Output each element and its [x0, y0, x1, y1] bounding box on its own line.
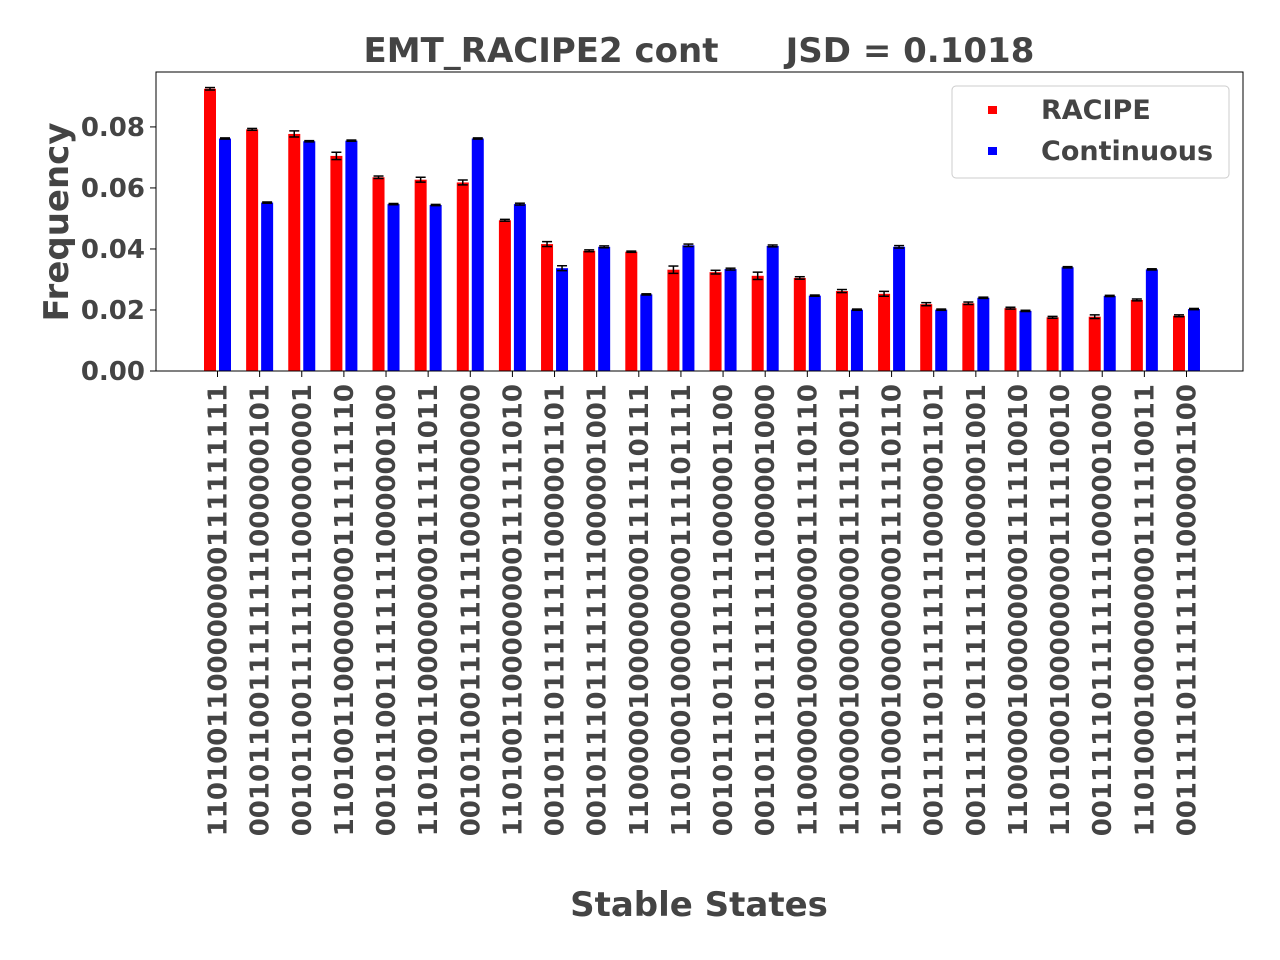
legend-frame — [951, 85, 1230, 179]
legend-marker-continuous — [988, 147, 997, 155]
x-tick-label-11: 1101000100000000111101111 — [667, 384, 697, 836]
bar-racipe-2 — [288, 133, 301, 371]
x-tick-label-4: 0010110011111111000000100 — [372, 384, 402, 836]
bar-continuous-22 — [1145, 269, 1158, 371]
x-tick-label-3: 1101001100000000111111110 — [330, 384, 360, 836]
bar-continuous-20 — [1061, 267, 1074, 371]
bars-layer — [204, 88, 1200, 371]
y-axis-label: Frequency — [37, 122, 77, 321]
x-tick-label-10: 1100000100000000111110111 — [625, 384, 655, 836]
bar-racipe-17 — [920, 304, 933, 371]
bar-continuous-10 — [640, 294, 653, 371]
bar-continuous-23 — [1187, 309, 1200, 371]
bar-continuous-7 — [513, 204, 526, 371]
bar-continuous-17 — [935, 309, 948, 371]
bar-continuous-5 — [429, 205, 442, 371]
bar-racipe-14 — [793, 277, 806, 371]
y-tick-label-1: 0.02 — [81, 296, 145, 326]
x-tick-label-22: 1101000100000000111110011 — [1130, 384, 1160, 836]
axes-layer — [155, 71, 1244, 372]
x-tick-label-18: 0011111011111111000001001 — [962, 384, 992, 836]
bar-racipe-1 — [246, 129, 259, 371]
x-tick-label-21: 0011111011111111000001000 — [1088, 384, 1118, 836]
bar-continuous-0 — [219, 138, 231, 371]
y-tick-label-2: 0.04 — [81, 235, 145, 265]
bar-racipe-12 — [709, 272, 722, 371]
x-tick-label-5: 1101001100000000111111011 — [414, 384, 444, 836]
plot-frame — [155, 71, 1244, 372]
error-bars-layer — [205, 86, 1199, 320]
bar-racipe-15 — [835, 291, 848, 371]
y-tick-label-0: 0.00 — [81, 357, 145, 387]
bar-racipe-20 — [1046, 317, 1059, 371]
bar-racipe-22 — [1130, 299, 1143, 371]
x-tick-label-7: 1101001100000000111111010 — [498, 384, 528, 836]
bar-continuous-19 — [1019, 310, 1032, 371]
chart-subtitle: JSD = 0.1018 — [784, 31, 1035, 71]
x-tick-label-2: 0010110011111111000000001 — [288, 384, 318, 836]
bar-continuous-11 — [682, 245, 695, 371]
x-axis-label: Stable States — [570, 885, 828, 925]
x-tick-label-14: 1100000100000000111110110 — [793, 384, 823, 836]
legend-label-racipe: RACIPE — [1041, 95, 1151, 126]
chart-title-group: EMT_RACIPE2 cont JSD = 0.1018 — [364, 31, 1035, 71]
legend-label-continuous: Continuous — [1041, 136, 1213, 167]
x-tick-label-9: 0010111011111111000001001 — [583, 384, 613, 836]
bar-racipe-11 — [667, 269, 680, 371]
bar-continuous-2 — [303, 141, 316, 371]
y-tick-label-4: 0.08 — [81, 113, 145, 143]
bar-racipe-23 — [1172, 315, 1185, 371]
x-tick-label-17: 0011111011111111000001101 — [920, 384, 950, 836]
bar-continuous-6 — [471, 138, 484, 371]
bar-continuous-15 — [850, 309, 863, 371]
bar-racipe-13 — [751, 275, 764, 371]
bar-continuous-14 — [808, 295, 821, 371]
x-tick-label-16: 1101000100000000111110110 — [878, 384, 908, 836]
bar-continuous-18 — [977, 297, 990, 371]
x-tick-label-15: 1100000100000000111110011 — [835, 384, 865, 836]
chart-title: EMT_RACIPE2 cont — [364, 31, 719, 71]
x-tick-label-1: 0010110011111111000000101 — [246, 384, 276, 836]
x-ticks-layer: 1101001100000000111111111 001011001111111… — [204, 371, 1202, 836]
x-tick-label-8: 0010111011111111000001101 — [541, 384, 571, 836]
x-tick-label-20: 1101000100000000111110010 — [1046, 384, 1076, 836]
bar-racipe-10 — [625, 251, 638, 371]
bar-racipe-9 — [583, 250, 596, 371]
bar-continuous-21 — [1103, 295, 1116, 371]
bar-racipe-5 — [414, 179, 427, 371]
bar-continuous-3 — [345, 140, 358, 371]
bar-continuous-9 — [598, 246, 611, 371]
legend-marker-racipe — [988, 106, 997, 114]
y-ticks-layer: 0.00 0.02 0.04 0.06 0.08 — [81, 113, 156, 387]
bar-racipe-0 — [204, 88, 216, 371]
x-tick-label-19: 1100000100000000111110010 — [1004, 384, 1034, 836]
bar-racipe-4 — [372, 177, 385, 371]
bar-racipe-3 — [330, 155, 343, 371]
x-tick-label-23: 0011111011111111000001100 — [1172, 384, 1202, 836]
bar-racipe-7 — [498, 220, 511, 371]
bar-continuous-8 — [556, 268, 569, 371]
bar-racipe-21 — [1088, 316, 1101, 371]
bar-continuous-4 — [387, 204, 400, 371]
x-tick-label-0: 1101001100000000111111111 — [204, 384, 234, 836]
bar-racipe-8 — [541, 244, 554, 371]
y-tick-label-3: 0.06 — [81, 174, 145, 204]
bar-continuous-16 — [893, 246, 906, 371]
bar-continuous-1 — [261, 202, 274, 371]
bar-continuous-12 — [724, 269, 737, 371]
x-tick-label-13: 0010111011111111000001000 — [751, 384, 781, 836]
bar-continuous-13 — [766, 245, 779, 371]
bar-racipe-19 — [1004, 308, 1017, 371]
bar-racipe-6 — [456, 182, 469, 371]
legend: RACIPE Continuous — [951, 85, 1230, 179]
bar-racipe-16 — [878, 293, 891, 371]
bar-racipe-18 — [962, 303, 975, 371]
x-tick-label-6: 0010110011111111000000000 — [456, 384, 486, 836]
x-tick-label-12: 0010111011111111000001100 — [709, 384, 739, 836]
